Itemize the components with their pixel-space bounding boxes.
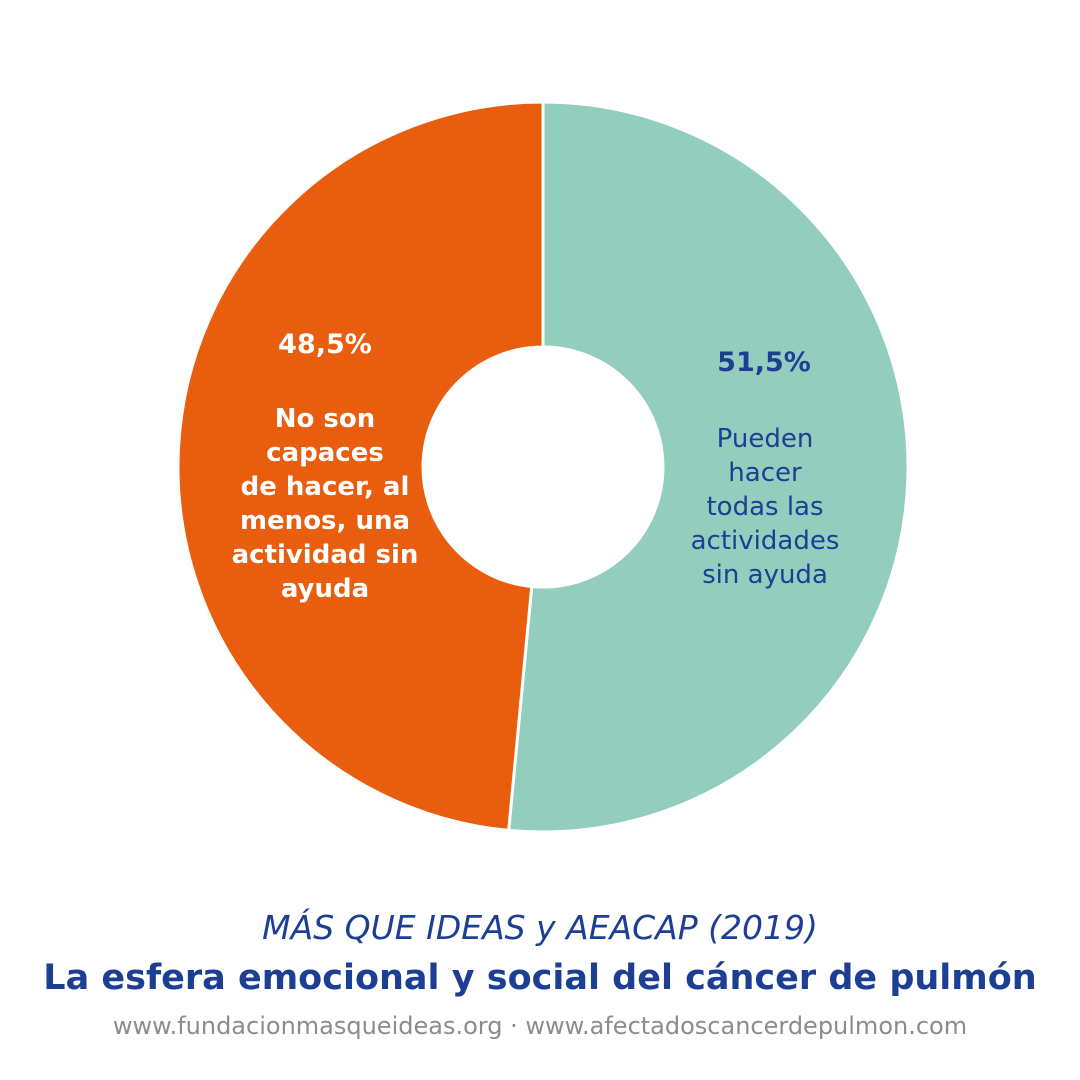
chart-title: La esfera emocional y social del cáncer … [43, 958, 1037, 998]
footer-urls: www.fundacionmasqueideas.org · www.afect… [112, 1012, 968, 1040]
slice-category-label-orange: No son capaces de hacer, al menos, una a… [231, 404, 419, 604]
slice-category-label-teal: Pueden hacer todas las actividades sin a… [690, 424, 840, 590]
slice-value-label-teal: 51,5% [717, 347, 811, 378]
slice-value-label-orange: 48,5% [278, 329, 372, 360]
donut-chart [176, 100, 910, 834]
donut-slice-0 [507, 100, 910, 834]
donut-slice-1 [176, 100, 545, 833]
source-caption: MÁS QUE IDEAS y AEACAP (2019) [262, 908, 818, 947]
